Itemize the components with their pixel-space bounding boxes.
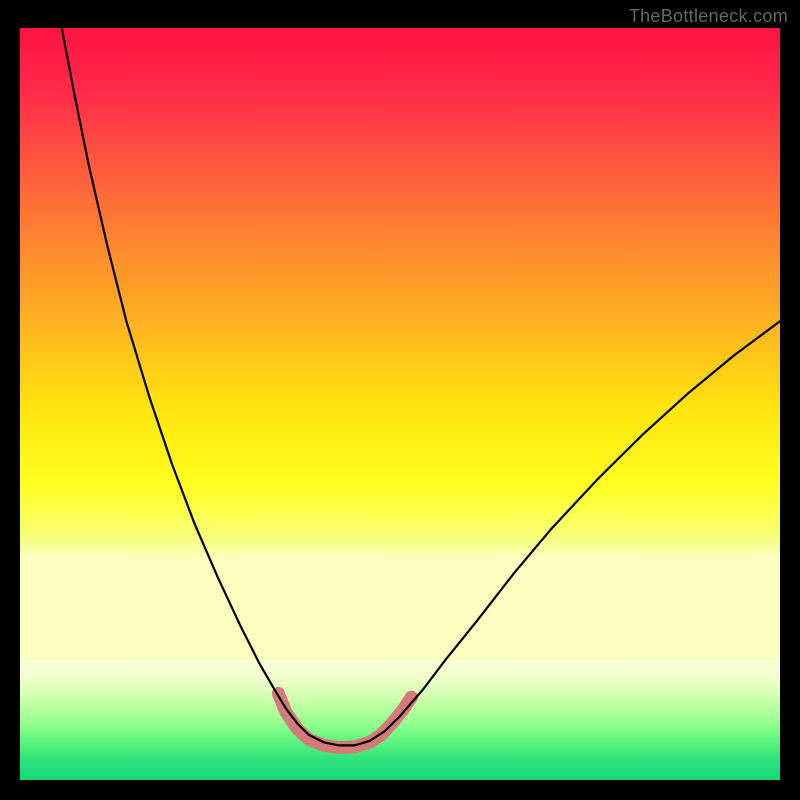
watermark-text: TheBottleneck.com	[629, 6, 788, 27]
chart-background-bottom-band	[20, 660, 780, 780]
chart-background-main-gradient	[20, 28, 780, 660]
chart-plot-area	[20, 28, 780, 780]
